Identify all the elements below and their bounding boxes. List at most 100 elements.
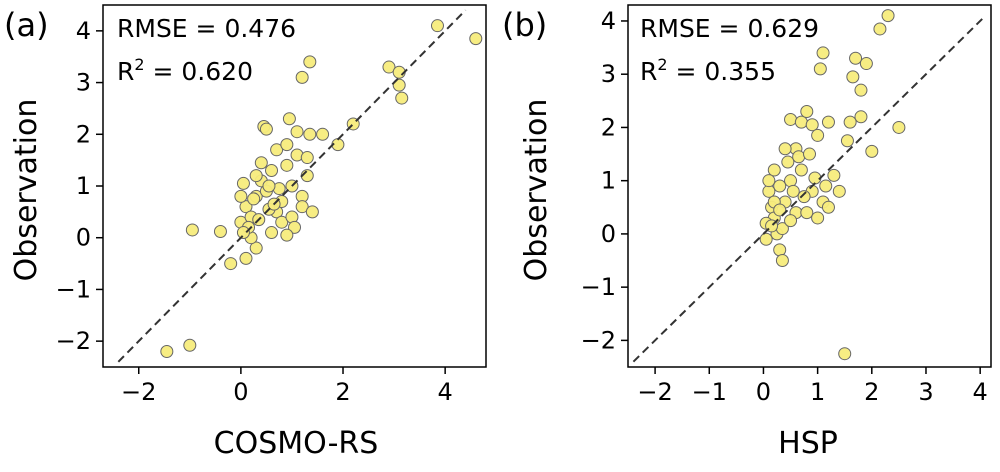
panel-a-rmse: RMSE = 0.476	[117, 14, 296, 43]
panel-a-point	[430, 19, 444, 33]
panel-b-point	[778, 142, 792, 156]
panel-a-point	[249, 241, 263, 255]
panel-a-point	[249, 169, 263, 183]
panel-a-point	[280, 138, 294, 152]
panel-a-y-tick-label: 0	[76, 224, 91, 252]
panel-b-point	[892, 120, 906, 134]
panel-a-r2-prefix: R	[117, 57, 134, 86]
panel-b-point	[784, 112, 798, 126]
panel-b-x-tick-label: 2	[864, 378, 879, 406]
panel-a-point	[303, 55, 317, 69]
panel-a-x-ticks: −2 0 2 4	[121, 367, 453, 406]
panel-a-points	[160, 19, 483, 358]
panel-b-point	[821, 200, 835, 214]
panel-a-x-axis-label: COSMO-RS	[214, 426, 379, 461]
panel-a-y-ticks: −2 −1 0 1 2 3 4	[56, 17, 103, 355]
panel-b-point	[840, 134, 854, 148]
panel-a-point	[236, 176, 250, 190]
panel-a-point	[288, 220, 301, 234]
panel-b-point	[773, 243, 787, 257]
panel-a-point	[300, 151, 314, 165]
panel-a-point	[234, 189, 248, 203]
panel-b-y-axis-label: Observation	[519, 99, 554, 282]
panel-b-point	[849, 51, 863, 65]
panel-b-x-tick-label: 3	[918, 378, 933, 406]
panel-b-x-tick-label: 0	[756, 378, 771, 406]
panel-a-point	[469, 32, 483, 46]
panel-b-points	[759, 9, 906, 361]
panel-b-x-tick-label: −2	[637, 378, 672, 406]
panel-a-point	[395, 91, 409, 105]
panel-b-r2: R2 = 0.355	[640, 55, 776, 86]
panel-b-point	[794, 163, 808, 177]
panel-a-point	[275, 215, 289, 229]
panel-b-y-tick-label: 4	[601, 7, 616, 35]
panel-a-point	[265, 163, 279, 177]
panel-b-point	[784, 174, 798, 188]
panel-a-y-tick-label: 2	[76, 120, 91, 148]
panel-a-reference-line	[117, 9, 467, 363]
panel-b-point	[775, 254, 789, 268]
panel-a-point	[270, 143, 284, 157]
panel-b-point	[803, 147, 816, 161]
panel-b-point	[759, 232, 773, 246]
panel-a-y-axis-label: Observation	[9, 99, 44, 282]
panel-b-x-tick-label: −1	[692, 378, 727, 406]
panel-a-y-tick-label: 1	[76, 172, 91, 200]
panel-b-point	[792, 150, 806, 164]
panel-a-point	[213, 225, 227, 239]
panel-b-point	[800, 104, 814, 118]
panel-a-point	[259, 122, 273, 136]
panel-a-y-tick-label: 4	[76, 17, 91, 45]
panel-a-x-tick-label: 2	[335, 378, 350, 406]
panel-b-point	[781, 155, 795, 169]
panel-b-point	[805, 118, 819, 132]
panel-b-point	[821, 115, 835, 129]
panel-b-x-tick-label: 4	[973, 378, 988, 406]
panel-a-point	[295, 70, 309, 84]
panel-b-point	[784, 214, 798, 228]
panel-a-point	[239, 251, 253, 265]
panel-b-point	[865, 144, 879, 158]
panel-a-point	[262, 179, 276, 193]
panel-b-y-ticks: −2 −1 0 1 2 3 4	[581, 7, 628, 354]
panel-b-point	[773, 203, 787, 217]
panel-a-point	[239, 200, 253, 214]
panel-b-point	[854, 83, 868, 97]
panel-b-y-tick-label: 3	[601, 60, 616, 88]
panel-a-y-tick-label: −2	[56, 327, 91, 355]
panel-b-y-tick-label: 1	[601, 167, 616, 195]
panel-b-r2-value: = 0.355	[668, 57, 776, 86]
panel-a-point	[185, 223, 199, 237]
panel-b-point	[838, 347, 852, 361]
panel-b-point	[794, 115, 808, 129]
panel-b: (b) −2 −1 0 1 2 3 4 −2 −1 0 1 2 3 4 RMSE = 0.629 R2 …	[502, 4, 992, 461]
panel-b-point	[762, 174, 776, 188]
panel-a-y-tick-label: 3	[76, 69, 91, 97]
panel-b-point	[827, 168, 841, 182]
panel-b-r2-sup: 2	[657, 55, 667, 74]
panel-b-point	[811, 211, 825, 225]
panel-b-point	[873, 22, 887, 36]
panel-a-x-tick-label: 4	[438, 378, 453, 406]
panel-b-point	[767, 163, 781, 177]
panel-b-x-tick-label: 1	[810, 378, 825, 406]
panel-b-rmse: RMSE = 0.629	[640, 14, 819, 43]
panel-a-x-tick-label: −2	[121, 378, 156, 406]
panel-a-y-tick-label: −1	[56, 275, 91, 303]
panel-a-point	[247, 192, 261, 206]
panel-b-point	[832, 184, 846, 198]
panel-a-point	[392, 78, 406, 92]
panel-b-point	[819, 179, 833, 193]
panel-b-point	[843, 115, 857, 129]
panel-a-r2: R2 = 0.620	[117, 55, 253, 86]
panel-b-point	[813, 62, 827, 76]
panel-b-point	[816, 46, 830, 60]
panel-a-point	[316, 127, 330, 141]
panel-a-x-tick-label: 0	[233, 378, 248, 406]
panel-b-x-ticks: −2 −1 0 1 2 3 4	[637, 367, 988, 406]
panel-b-point	[773, 179, 787, 193]
panel-b-y-tick-label: 2	[601, 113, 616, 141]
panel-b-y-tick-label: 0	[601, 220, 616, 248]
panel-a-r2-value: = 0.620	[145, 57, 253, 86]
